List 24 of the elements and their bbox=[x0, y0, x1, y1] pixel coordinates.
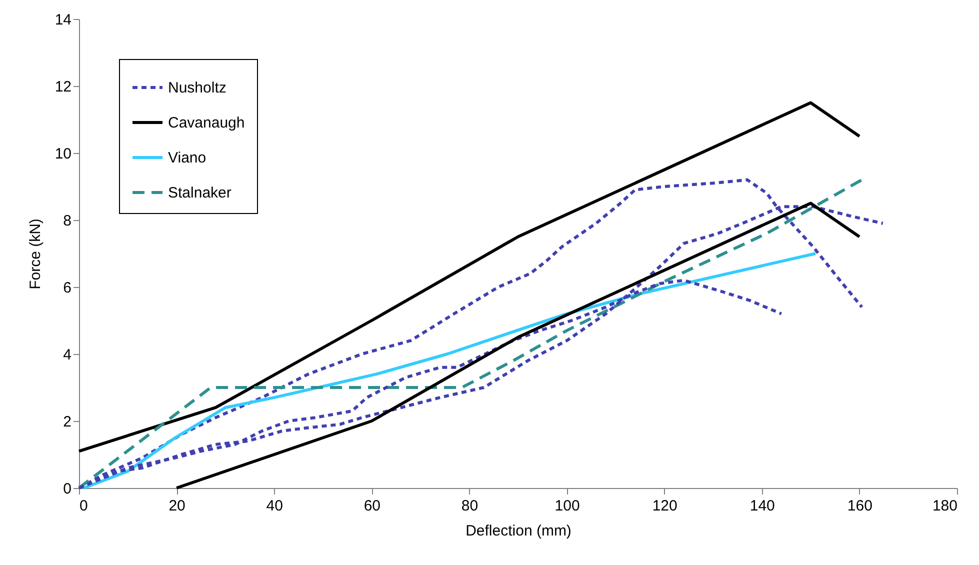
y-tick-label: 10 bbox=[54, 146, 72, 162]
x-tick-label: 140 bbox=[750, 498, 775, 514]
x-tick-label: 20 bbox=[168, 498, 186, 514]
x-tick-label: 40 bbox=[266, 498, 283, 514]
legend-label: Viano bbox=[168, 150, 206, 166]
x-tick-label: 180 bbox=[932, 498, 958, 514]
x-tick-label: 120 bbox=[652, 498, 678, 514]
x-tick-label: 60 bbox=[364, 498, 381, 514]
y-tick-label: 0 bbox=[63, 480, 72, 498]
legend-label: Cavanaugh bbox=[168, 114, 245, 132]
y-tick-label: 14 bbox=[54, 12, 72, 28]
x-tick-label: 160 bbox=[847, 498, 872, 514]
x-tick-label: 100 bbox=[554, 498, 580, 514]
legend-label: Stalnaker bbox=[168, 184, 232, 202]
y-tick-label: 8 bbox=[63, 212, 72, 230]
x-axis-title: Deflection (mm) bbox=[466, 522, 572, 540]
y-tick-label: 6 bbox=[63, 280, 72, 296]
y-tick-label: 12 bbox=[54, 78, 72, 96]
x-tick-label: 0 bbox=[80, 498, 88, 514]
y-axis-title: Force (kN) bbox=[26, 218, 44, 290]
x-tick-label: 80 bbox=[461, 498, 478, 514]
y-tick-label: 4 bbox=[63, 346, 72, 364]
y-tick-label: 2 bbox=[63, 414, 72, 430]
legend-label: Nusholtz bbox=[168, 80, 226, 96]
